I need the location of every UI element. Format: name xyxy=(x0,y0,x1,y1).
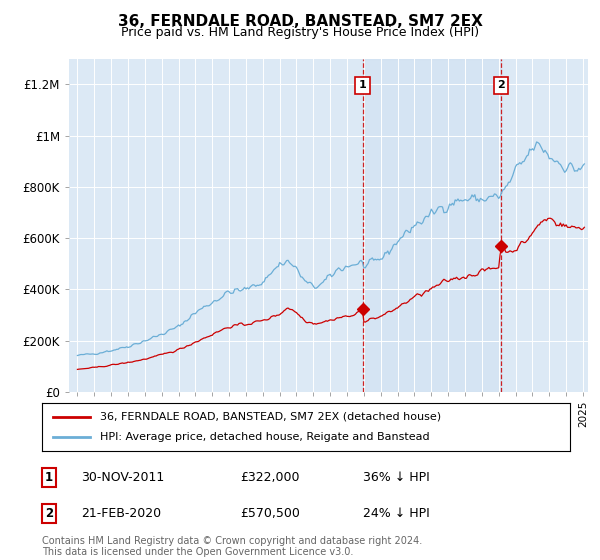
Text: 30-NOV-2011: 30-NOV-2011 xyxy=(81,470,164,484)
Text: 2: 2 xyxy=(497,81,505,91)
Text: £322,000: £322,000 xyxy=(240,470,299,484)
Text: 36, FERNDALE ROAD, BANSTEAD, SM7 2EX: 36, FERNDALE ROAD, BANSTEAD, SM7 2EX xyxy=(118,14,482,29)
Text: 2: 2 xyxy=(45,507,53,520)
Text: £570,500: £570,500 xyxy=(240,507,300,520)
Text: Contains HM Land Registry data © Crown copyright and database right 2024.
This d: Contains HM Land Registry data © Crown c… xyxy=(42,535,422,557)
Text: HPI: Average price, detached house, Reigate and Banstead: HPI: Average price, detached house, Reig… xyxy=(100,432,430,442)
Text: 24% ↓ HPI: 24% ↓ HPI xyxy=(363,507,430,520)
Text: 36, FERNDALE ROAD, BANSTEAD, SM7 2EX (detached house): 36, FERNDALE ROAD, BANSTEAD, SM7 2EX (de… xyxy=(100,412,441,422)
Text: 36% ↓ HPI: 36% ↓ HPI xyxy=(363,470,430,484)
Text: Price paid vs. HM Land Registry's House Price Index (HPI): Price paid vs. HM Land Registry's House … xyxy=(121,26,479,39)
Bar xyxy=(362,59,501,392)
Text: 21-FEB-2020: 21-FEB-2020 xyxy=(81,507,161,520)
Text: 1: 1 xyxy=(359,81,367,91)
Text: 1: 1 xyxy=(45,470,53,484)
